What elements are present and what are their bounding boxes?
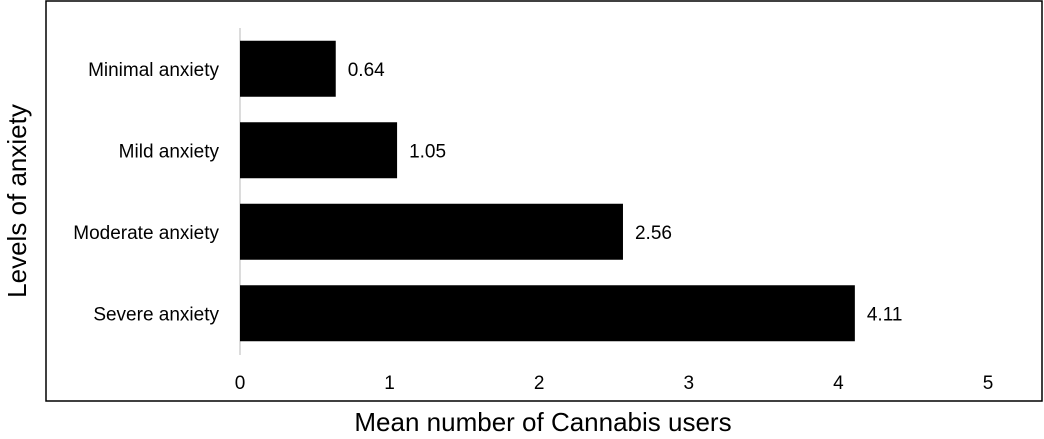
bars-layer — [240, 41, 855, 342]
bar — [240, 122, 397, 178]
data-label: 2.56 — [635, 223, 672, 244]
category-label: Severe anxiety — [93, 304, 219, 325]
data-label: 1.05 — [409, 141, 446, 162]
category-labels: Minimal anxiety Mild anxiety Moderate anxi… — [73, 60, 219, 326]
x-tick-label: 2 — [534, 373, 545, 394]
x-tick-label: 4 — [833, 373, 844, 394]
category-label: Moderate anxiety — [73, 223, 219, 244]
data-label: 4.11 — [867, 304, 903, 325]
bar — [240, 285, 855, 341]
category-label: Minimal anxiety — [88, 60, 219, 81]
x-tick-labels: 0 1 2 3 4 5 — [235, 373, 994, 394]
bar — [240, 41, 336, 97]
x-tick-label: 3 — [684, 373, 695, 394]
x-tick-label: 5 — [983, 373, 994, 394]
data-label: 0.64 — [348, 60, 385, 81]
category-label: Mild anxiety — [119, 141, 220, 162]
x-tick-label: 1 — [384, 373, 395, 394]
x-axis-title: Mean number of Cannabis users — [354, 407, 731, 437]
bar — [240, 204, 623, 260]
y-axis-title: Levels of anxiety — [2, 104, 32, 298]
x-tick-label: 0 — [235, 373, 246, 394]
